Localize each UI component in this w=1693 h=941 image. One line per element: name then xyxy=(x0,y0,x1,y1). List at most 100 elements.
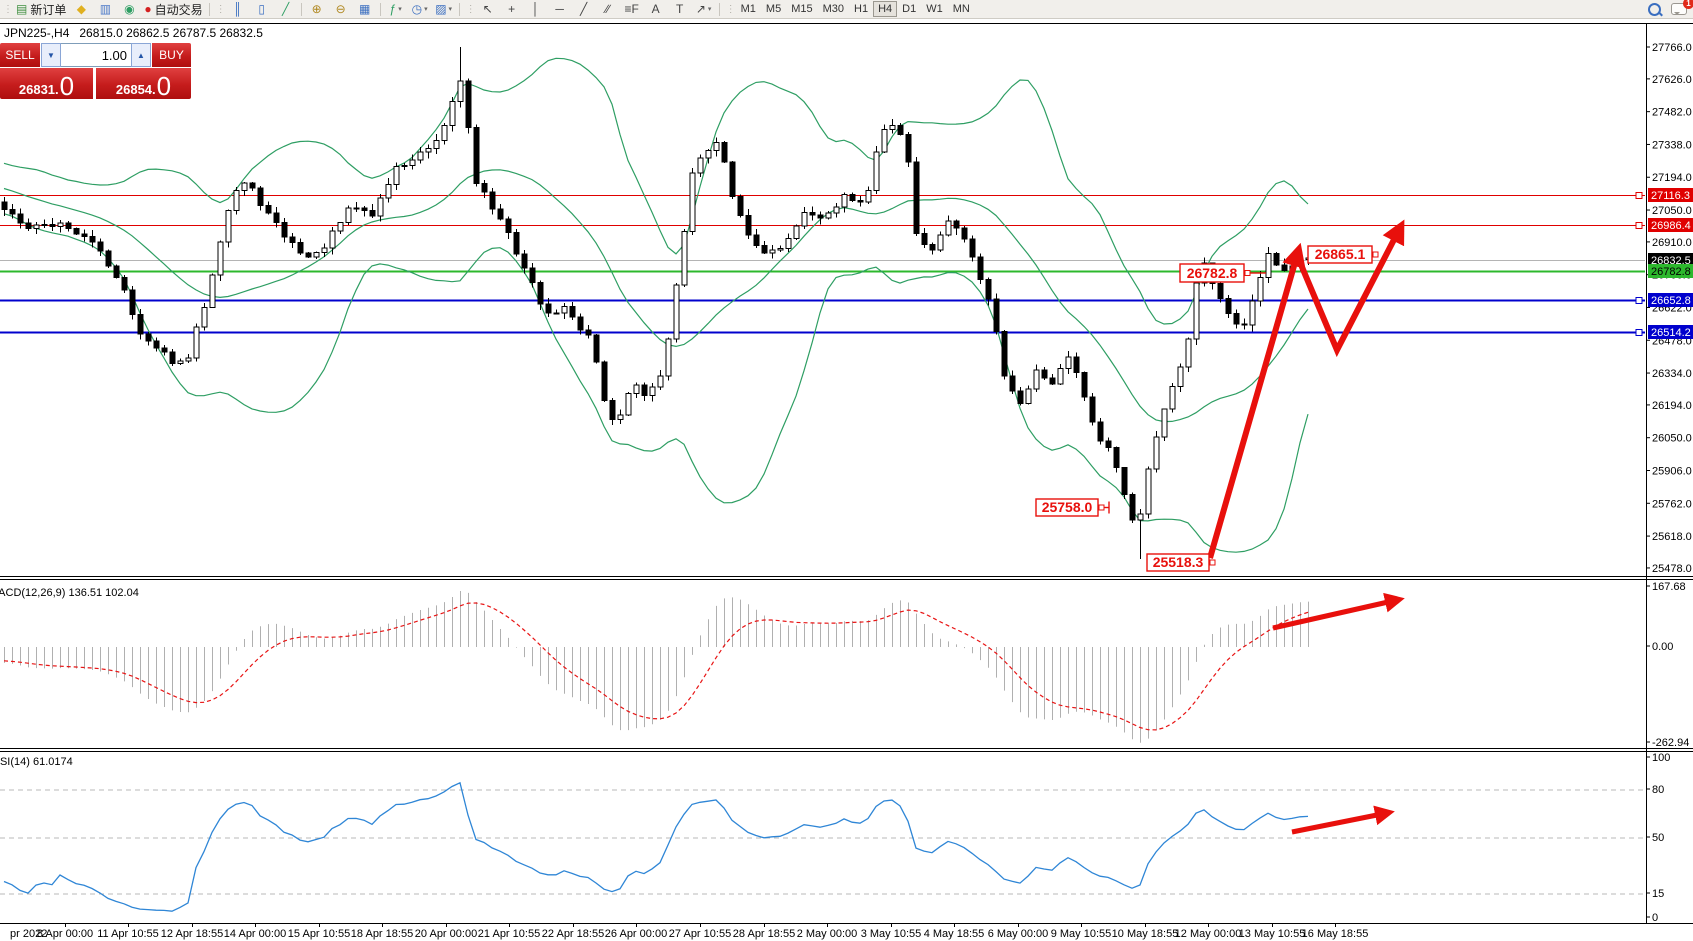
cursor-icon[interactable]: ↖ xyxy=(476,0,500,18)
date-axis-label: 18 Apr 18:55 xyxy=(351,928,413,940)
price-axis-tick: 26050.0 xyxy=(1652,433,1692,445)
horizontal-line-icon: ─ xyxy=(555,2,564,16)
notifications-button[interactable]: 1 xyxy=(1671,0,1693,15)
date-axis-label: 13 May 10:55 xyxy=(1239,928,1306,940)
line-chart-icon[interactable]: ╱ xyxy=(274,0,298,18)
candlestick-chart-icon[interactable]: ▯ xyxy=(250,0,274,18)
vertical-line-icon: │ xyxy=(531,2,540,16)
date-axis-label: 20 Apr 00:00 xyxy=(415,928,477,940)
crosshair-icon: + xyxy=(508,2,516,16)
one-click-trade-panel: SELL ▼ 1.00 ▲ BUY 26831. 0 26854. 0 xyxy=(0,40,191,99)
zoom-out-icon: ⊖ xyxy=(335,2,346,16)
indicators-icon[interactable]: ƒ ▾ xyxy=(384,0,408,18)
svg-text:25518.3: 25518.3 xyxy=(1153,554,1204,570)
equidistant-channel-icon: ∕∕ xyxy=(605,2,610,16)
toolbar-separator xyxy=(208,2,210,16)
svg-text:26652.8: 26652.8 xyxy=(1651,295,1691,307)
sell-price-pips: 0 xyxy=(59,71,75,101)
price-axis-tick: 25618.0 xyxy=(1652,531,1692,543)
volume-increase-button[interactable]: ▲ xyxy=(131,43,151,67)
price-annotation-box xyxy=(1307,245,1373,264)
zoom-out-icon[interactable]: ⊖ xyxy=(329,0,353,18)
buy-price-main: 26854. xyxy=(115,82,156,97)
new-order-icon: ▤ xyxy=(16,2,28,16)
date-axis-label: 8 Apr 00:00 xyxy=(37,928,93,940)
volume-decrease-button[interactable]: ▼ xyxy=(41,43,61,67)
market-watch-icon[interactable]: ◆ xyxy=(69,0,93,18)
autotrading-button[interactable]: ● 自动交易 xyxy=(141,0,205,18)
bar-chart-icon: ║ xyxy=(233,2,242,16)
bar-chart-icon[interactable]: ║ xyxy=(226,0,250,18)
date-axis-label: 28 Apr 18:55 xyxy=(733,928,795,940)
macd-axis-tick: 167.68 xyxy=(1652,581,1686,593)
zoom-in-icon[interactable]: ⊕ xyxy=(305,0,329,18)
date-axis-label: 12 Apr 18:55 xyxy=(161,928,223,940)
arrows-icon[interactable]: ↗ ▾ xyxy=(692,0,716,18)
timeframe-MN[interactable]: MN xyxy=(952,3,970,15)
sell-price[interactable]: 26831. 0 xyxy=(0,68,93,99)
crosshair-icon[interactable]: + xyxy=(500,0,524,18)
buy-button[interactable]: BUY xyxy=(152,43,191,67)
zoom-in-icon: ⊕ xyxy=(311,2,322,16)
rsi-axis-tick: 0 xyxy=(1652,912,1658,924)
templates-icon: ▨ xyxy=(435,2,447,16)
timeframe-M5[interactable]: M5 xyxy=(765,3,782,15)
data-window-icon[interactable]: ▥ xyxy=(93,0,117,18)
search-icon[interactable] xyxy=(1648,2,1661,16)
tile-windows-icon[interactable]: ▦ xyxy=(353,0,377,18)
macd-axis-tick: 0.00 xyxy=(1652,641,1673,653)
volume-input[interactable]: 1.00 xyxy=(61,43,131,67)
toolbar-grip: ⋮ xyxy=(725,3,736,15)
timeframe-D1[interactable]: D1 xyxy=(902,3,917,15)
date-axis-label: 27 Apr 10:55 xyxy=(669,928,731,940)
signals-icon[interactable]: ◉ xyxy=(117,0,141,18)
macd-panel xyxy=(3,591,1309,743)
svg-text:26782.8: 26782.8 xyxy=(1187,265,1238,281)
price-zigzag-arrow xyxy=(1296,219,1405,358)
equidistant-channel-icon[interactable]: ∕∕ xyxy=(596,0,620,18)
text-icon[interactable]: A xyxy=(644,0,668,18)
main-toolbar: ⋮ ▤ 新订单 ◆ ▥ ◉ ● 自动交易 ⋮ ║ ▯ ╱ ⊕ ⊖ ▦ ƒ ▾ ◷ ▾ ▨ ▾ ⋮ ↖ + │ ─ ╱ ∕∕ ≡F A T ↗ ▾… xyxy=(0,0,1693,19)
price-axis-tick: 26194.0 xyxy=(1652,400,1692,412)
horizontal-line-icon[interactable]: ─ xyxy=(548,0,572,18)
timeframe-M30[interactable]: M30 xyxy=(822,3,844,15)
price-annotation-box xyxy=(1035,498,1099,517)
new-order-button-label: 新订单 xyxy=(30,2,67,17)
new-order-button[interactable]: ▤ 新订单 xyxy=(13,0,69,18)
date-axis-label: 16 May 18:55 xyxy=(1302,928,1369,940)
price-badge xyxy=(1648,218,1693,232)
chevron-down-icon: ▾ xyxy=(707,6,712,13)
rsi-panel xyxy=(3,781,1309,912)
svg-text:26782.8: 26782.8 xyxy=(1651,266,1691,278)
autotrading-icon: ● xyxy=(144,2,152,16)
text-label-icon: T xyxy=(675,2,684,16)
volume-stepper: ▼ 1.00 ▲ xyxy=(41,43,151,67)
price-annotation-box xyxy=(1179,263,1245,283)
timeframe-M15[interactable]: M15 xyxy=(791,3,813,15)
vertical-line-icon[interactable]: │ xyxy=(524,0,548,18)
symbol-period-label: JPN225-,H4 xyxy=(4,26,70,40)
trendline-icon[interactable]: ╱ xyxy=(572,0,596,18)
svg-text:26986.4: 26986.4 xyxy=(1651,220,1691,232)
price-axis-tick: 27482.0 xyxy=(1652,107,1692,119)
timeframe-W1[interactable]: W1 xyxy=(926,3,943,15)
arrows-icon: ↗ xyxy=(695,2,706,16)
timeframe-H1[interactable]: H1 xyxy=(854,3,869,15)
periods-icon[interactable]: ◷ ▾ xyxy=(408,0,432,18)
date-axis-label: 6 May 00:00 xyxy=(988,928,1049,940)
buy-price[interactable]: 26854. 0 xyxy=(96,68,191,99)
date-axis-label: 10 May 18:55 xyxy=(1112,928,1179,940)
price-axis-tick: 27766.0 xyxy=(1652,42,1692,54)
templates-icon[interactable]: ▨ ▾ xyxy=(432,0,456,18)
price-axis-tick: 25762.0 xyxy=(1652,498,1692,510)
timeframe-H4[interactable]: H4 xyxy=(873,1,898,17)
date-axis-label: 11 Apr 10:55 xyxy=(97,928,159,940)
text-label-icon[interactable]: T xyxy=(668,0,692,18)
fibonacci-icon[interactable]: ≡F xyxy=(620,0,644,18)
sell-button[interactable]: SELL xyxy=(0,43,40,67)
timeframe-M1[interactable]: M1 xyxy=(740,3,756,15)
price-badge xyxy=(1648,325,1693,339)
date-axis-label: 26 Apr 00:00 xyxy=(605,928,667,940)
price-badge xyxy=(1648,264,1693,278)
